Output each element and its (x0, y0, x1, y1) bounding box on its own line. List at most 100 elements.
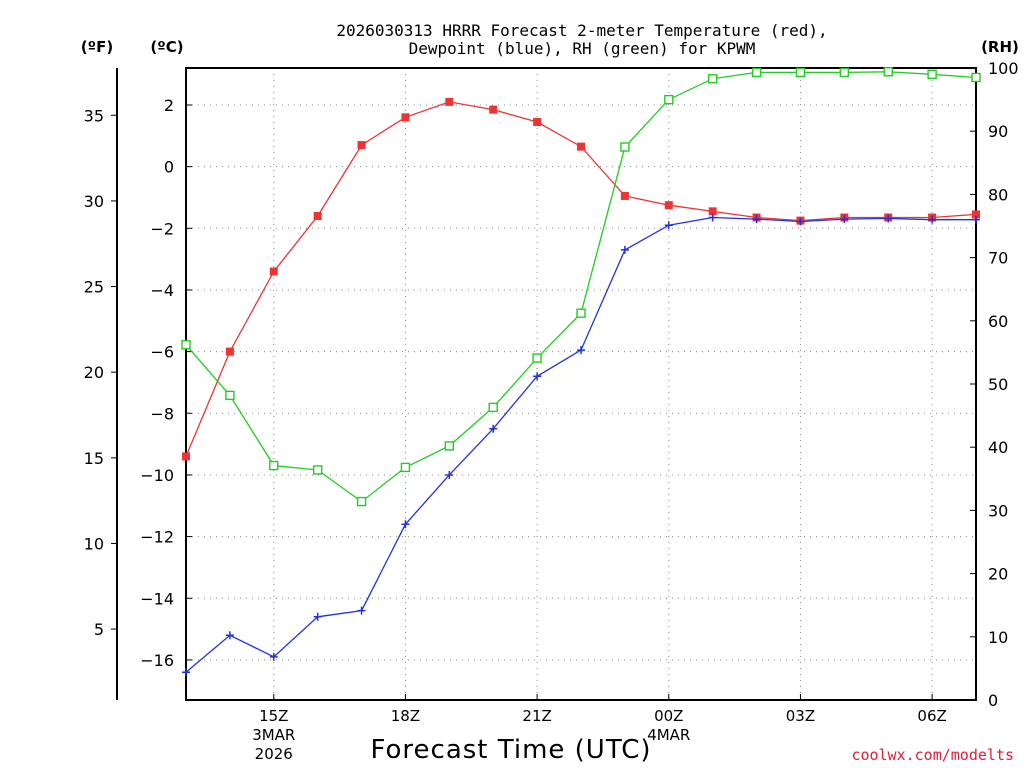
dewpoint-point (928, 215, 937, 224)
rh-point (883, 67, 893, 77)
series-temperature (182, 97, 980, 461)
dewpoint-point (620, 245, 629, 254)
dewpoint-point (752, 215, 761, 224)
rh-point (620, 142, 630, 152)
temperature-point (269, 267, 278, 276)
temperature-point (708, 207, 717, 216)
temperature-point (577, 142, 585, 151)
dewpoint-point (313, 612, 322, 621)
rh-point (356, 496, 367, 507)
temperature-point (620, 191, 629, 200)
chart-title-line2: Dewpoint (blue), RH (green) for KPWM (409, 39, 756, 58)
dewpoint-point (577, 346, 585, 355)
time-tick-label: 15Z (259, 707, 288, 725)
temperature-point (225, 347, 234, 356)
dewpoint-point (533, 372, 542, 381)
celsius-unit-label: (ºC) (150, 38, 183, 56)
temperature-point (313, 211, 322, 220)
series-layer (181, 67, 981, 677)
time-tick-label: 06Z (917, 707, 946, 725)
celsius-tick-label: −2 (150, 219, 174, 238)
dewpoint-point (796, 217, 805, 226)
rh-point (576, 308, 586, 318)
dewpoint-point (840, 215, 849, 224)
fahrenheit-tick-label: 35 (84, 106, 104, 125)
rh-tick-label: 40 (988, 438, 1008, 457)
rh-point (269, 460, 279, 471)
plot-frame (185, 67, 977, 701)
celsius-tick-label: −14 (140, 589, 174, 608)
rh-point (795, 67, 806, 78)
rh-tick-label: 0 (988, 691, 998, 710)
rh-point (444, 441, 455, 451)
time-tick-date: 3MAR (252, 726, 295, 744)
fahrenheit-tick-label: 20 (84, 363, 104, 382)
grid-lines (186, 68, 976, 700)
rh-tick-label: 70 (988, 249, 1008, 268)
fahrenheit-tick-label: 5 (94, 620, 104, 639)
temperature-point (664, 201, 673, 210)
dewpoint-point (445, 470, 454, 479)
dewpoint-point (182, 668, 190, 677)
dewpoint-point (489, 424, 498, 433)
rh-point (839, 67, 850, 78)
dewpoint-point (708, 213, 717, 222)
rh-tick-label: 100 (988, 59, 1019, 78)
x-axis-title: Forecast Time (UTC) (370, 735, 651, 765)
temperature-point (182, 452, 190, 461)
celsius-tick-label: −10 (140, 466, 174, 485)
series-dewpoint (182, 213, 980, 677)
rh-tick-label: 20 (988, 565, 1008, 584)
rh-point (664, 94, 674, 105)
fahrenheit-tick-label: 10 (84, 534, 104, 553)
chart-title-line1: 2026030313 HRRR Forecast 2-meter Tempera… (336, 21, 827, 40)
rh-line (185, 71, 977, 503)
dewpoint-point (664, 221, 673, 230)
celsius-tick-label: −12 (140, 528, 174, 547)
time-tick-label: 21Z (522, 707, 551, 725)
fahrenheit-tick-label: 30 (84, 192, 104, 211)
celsius-tick-label: −8 (150, 404, 174, 423)
time-tick-year: 2026 (255, 745, 293, 763)
celsius-axis: 2 0 −2 −4 −6 −8 −10 −12 −14 −16 (140, 96, 192, 670)
site-credit: coolwx.com/modelts (851, 746, 1014, 764)
celsius-tick-label: 0 (164, 158, 174, 177)
temperature-point (489, 105, 498, 114)
rh-tick-label: 50 (988, 375, 1008, 394)
rh-point (488, 402, 498, 413)
rh-point (927, 69, 937, 80)
rh-tick-label: 80 (988, 185, 1008, 204)
rh-point (181, 340, 191, 350)
rh-point (225, 390, 235, 401)
rh-point (400, 462, 411, 473)
fahrenheit-tick-label: 25 (84, 278, 104, 297)
dewpoint-point (269, 652, 278, 661)
temperature-point (533, 117, 542, 126)
dewpoint-point (972, 215, 980, 224)
rh-point (707, 74, 718, 84)
rh-point (971, 72, 981, 83)
celsius-tick-label: 2 (164, 96, 174, 115)
celsius-tick-label: −6 (150, 343, 174, 362)
rh-point (532, 353, 542, 363)
rh-point (751, 67, 762, 78)
series-rh (181, 67, 981, 507)
dewpoint-point (357, 606, 366, 615)
dewpoint-point (884, 214, 893, 223)
rh-tick-label: 30 (988, 501, 1008, 520)
celsius-tick-label: −16 (140, 651, 174, 670)
temperature-point (401, 113, 410, 122)
temperature-point (357, 141, 366, 150)
dewpoint-point (401, 520, 410, 529)
time-tick-date: 4MAR (647, 726, 690, 744)
time-tick-label: 00Z (654, 707, 683, 725)
time-tick-label: 18Z (391, 707, 420, 725)
temperature-point (972, 210, 980, 219)
temperature-point (445, 97, 454, 106)
temperature-line (185, 101, 977, 457)
time-tick-label: 03Z (786, 707, 815, 725)
rh-tick-label: 60 (988, 312, 1008, 331)
